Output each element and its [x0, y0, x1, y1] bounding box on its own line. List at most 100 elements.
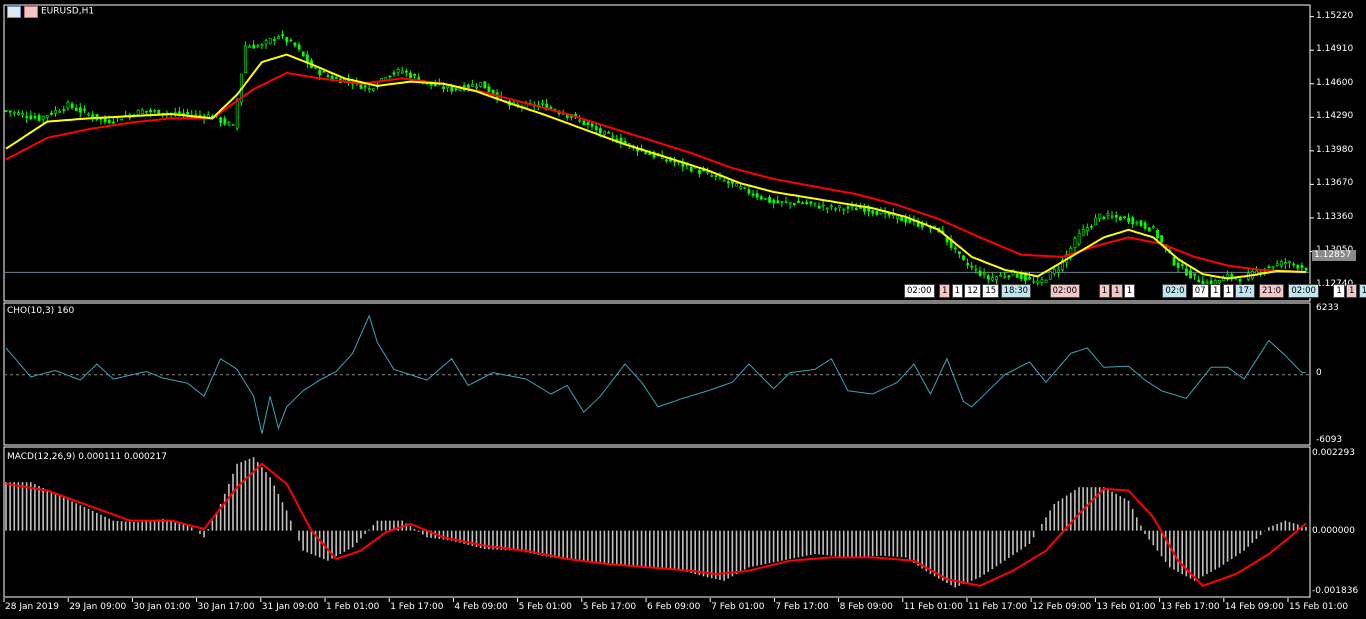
- candle-body: [1172, 256, 1176, 266]
- candle-body: [392, 72, 396, 75]
- session-tag: 1: [1123, 284, 1136, 298]
- candle-body: [409, 72, 412, 78]
- candle-body: [194, 113, 198, 116]
- candle-body: [962, 255, 965, 260]
- candle-body: [136, 109, 140, 116]
- time-tick-label: 11 Feb 17:00: [968, 602, 1028, 612]
- price-tick-label: 1.14910: [1316, 44, 1354, 55]
- candle-body: [1226, 273, 1230, 278]
- candle-body: [396, 69, 400, 73]
- candle-body: [103, 117, 107, 123]
- candle-body: [792, 203, 796, 205]
- candle-body: [1052, 268, 1056, 274]
- candle-body: [74, 108, 78, 111]
- candle-body: [4, 110, 8, 112]
- candle-body: [958, 251, 961, 255]
- candle-body: [1114, 214, 1118, 218]
- candle-body: [1073, 238, 1077, 249]
- candle-body: [1143, 222, 1147, 229]
- candle-body: [1106, 213, 1110, 216]
- time-tick-label: 11 Feb 01:00: [903, 602, 963, 612]
- candle-body: [487, 86, 491, 93]
- session-tag: 02:00: [904, 284, 935, 298]
- time-tick-label: 6 Feb 09:00: [647, 602, 701, 612]
- candle-body: [235, 99, 239, 129]
- candle-body: [1197, 279, 1201, 283]
- time-tick-label: 7 Feb 17:00: [775, 602, 829, 612]
- candle-body: [1081, 229, 1085, 236]
- candle-body: [405, 70, 408, 73]
- time-tick-label: 14 Feb 09:00: [1224, 602, 1284, 612]
- candle-body: [1205, 281, 1209, 284]
- macd-signal-line: [5, 462, 1307, 587]
- candle-body: [268, 38, 272, 44]
- candle-body: [322, 71, 326, 73]
- candle-body: [41, 115, 45, 120]
- candle-body: [995, 276, 998, 281]
- candle-body: [991, 277, 994, 281]
- time-tick-label: 29 Jan 09:00: [69, 602, 127, 612]
- candle-body: [1139, 220, 1143, 226]
- time-tick-label: 30 Jan 01:00: [133, 602, 191, 612]
- candle-body: [260, 44, 264, 47]
- candle-body: [970, 265, 974, 268]
- candle-body: [120, 118, 124, 121]
- candle-body: [1189, 270, 1192, 279]
- candle-body: [1090, 225, 1093, 228]
- candle-body: [466, 84, 470, 89]
- candle-body: [735, 183, 738, 187]
- candle-body: [1028, 276, 1031, 280]
- candle-body: [825, 207, 829, 210]
- candle-body: [966, 263, 970, 266]
- chart-window-icon: EURUSD,H1: [7, 6, 94, 19]
- candle-body: [982, 272, 986, 275]
- candle-body: [62, 109, 66, 111]
- candle-body: [149, 109, 152, 113]
- candle-body: [714, 175, 718, 177]
- candle-body: [788, 202, 792, 205]
- candle-body: [450, 86, 454, 92]
- candle-body: [413, 73, 417, 76]
- candle-body: [1057, 269, 1060, 273]
- candle-body: [1032, 280, 1036, 283]
- candle-body: [1135, 221, 1139, 224]
- candle-body: [772, 199, 776, 204]
- candle-body: [1284, 262, 1287, 265]
- candle-body: [1267, 266, 1271, 269]
- candle-body: [850, 205, 854, 208]
- candle-body: [755, 193, 759, 198]
- candle-body: [58, 111, 62, 113]
- candle-body: [227, 122, 231, 125]
- candle-body: [603, 130, 606, 135]
- candle-body: [545, 103, 549, 111]
- candle-body: [607, 131, 611, 134]
- candle-body: [896, 215, 899, 219]
- candle-body: [1218, 279, 1221, 284]
- candle-body: [1152, 226, 1155, 229]
- candle-body: [809, 201, 813, 204]
- candle-body: [578, 119, 582, 122]
- session-tag: 1: [1333, 284, 1345, 298]
- candle-body: [206, 114, 210, 118]
- candle-body: [665, 159, 668, 162]
- candle-body: [1288, 261, 1291, 264]
- time-tick-label: 5 Feb 17:00: [582, 602, 637, 612]
- time-tick-label: 30 Jan 17:00: [197, 602, 255, 612]
- candle-body: [264, 40, 268, 45]
- candle-body: [479, 82, 483, 87]
- candle-body: [145, 110, 148, 113]
- candle-body: [285, 37, 289, 43]
- candle-body: [541, 102, 545, 105]
- candle-body: [582, 120, 586, 126]
- time-tick-label: 7 Feb 01:00: [711, 602, 765, 612]
- session-tag: 12: [964, 284, 982, 298]
- pane-frame-1: [3, 4, 1311, 302]
- candle-body: [223, 118, 227, 125]
- candle-body: [37, 115, 41, 121]
- candle-body: [974, 268, 978, 271]
- session-tag: 18:30: [1358, 284, 1366, 298]
- session-tag: 21:0: [1259, 284, 1285, 298]
- time-tick-label: 1 Feb 01:00: [326, 602, 380, 612]
- candle-body: [363, 85, 367, 88]
